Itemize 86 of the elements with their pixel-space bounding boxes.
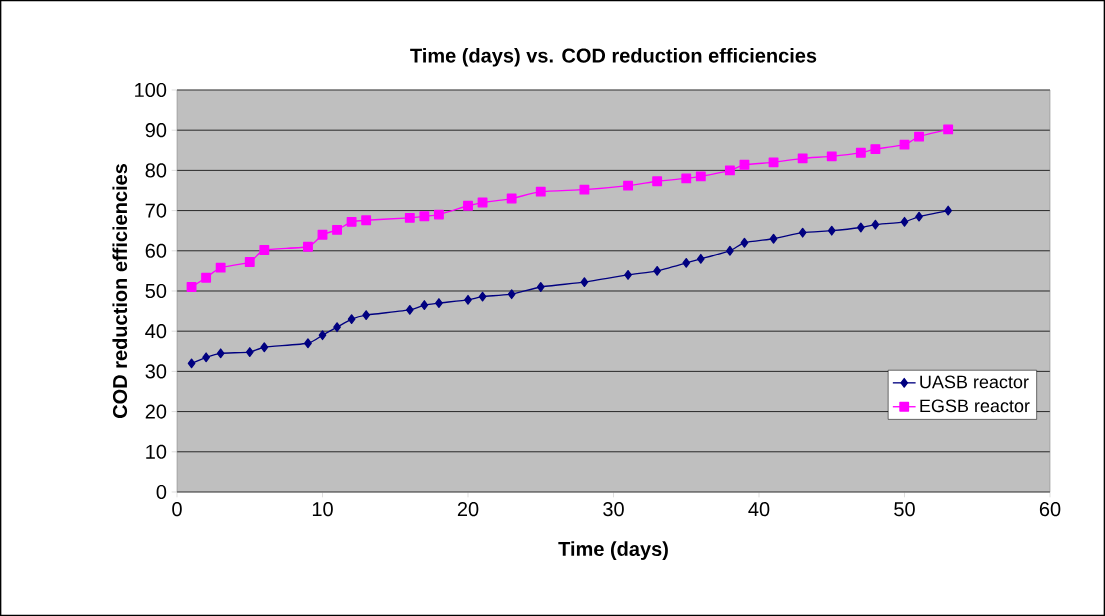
point [769,233,778,244]
point [870,144,881,155]
point [318,330,327,341]
point [404,212,415,223]
point [202,352,210,363]
point [464,294,472,305]
point [333,322,341,333]
x-tick-label: 40 [748,502,770,517]
y-tick-label: 0 [156,484,167,500]
x-tick-label: 30 [603,502,624,517]
x-tick-label: 20 [457,502,479,517]
point [303,241,313,252]
y-tick-label: 30 [145,364,167,379]
point [317,229,328,240]
point [260,342,269,353]
point [245,347,254,358]
point [215,262,226,273]
x-tick-label: 0 [172,502,182,517]
y-tick-label: 70 [145,203,167,218]
point [346,216,357,227]
point [463,200,473,211]
point [739,159,750,170]
chart-title: Time (days) vs. COD reduction efficiencies [410,47,817,67]
point [187,358,196,369]
point [724,165,735,176]
point [915,211,923,222]
point [304,338,312,349]
point [899,139,910,150]
point [201,272,212,283]
point [827,225,836,236]
y-tick-label: 90 [145,123,167,138]
legend-label: UASB reactor [920,375,1029,389]
point [943,124,954,135]
y-axis-title: COD reduction efficiencies [112,164,128,418]
point [652,176,663,187]
point [798,227,807,238]
y-tick-label: 10 [146,444,167,459]
y-tick-label: 50 [145,283,167,299]
x-tick-label: 50 [894,502,915,517]
point [696,253,705,264]
point [405,304,414,315]
legend-label: EGSB reactor [920,399,1030,413]
point [362,310,371,321]
point [332,224,342,235]
y-tick-label: 20 [145,404,167,419]
point [826,151,837,162]
point [186,282,197,292]
x-tick-label: 10 [312,502,333,517]
point [579,184,590,195]
point [653,265,662,276]
x-tick-label: 60 [1039,502,1061,517]
point [944,205,953,216]
point [681,173,692,184]
point [259,245,270,255]
y-tick-label: 60 [145,243,167,258]
point [347,314,356,325]
point [361,215,372,226]
point [535,186,546,197]
point [433,209,444,220]
point [244,257,255,267]
point [740,237,749,248]
point [623,180,633,191]
point [536,282,545,292]
point [768,157,779,168]
y-tick-label: 80 [145,163,167,178]
point [856,222,865,233]
point [507,289,516,300]
point [435,298,443,308]
point [419,211,430,222]
point [216,348,225,359]
point [695,171,706,182]
y-tick-label: 40 [145,324,167,339]
point [797,153,808,164]
point [580,277,589,288]
point [420,300,429,310]
point [624,269,632,280]
point [478,291,487,302]
x-axis-title: Time (days) [558,541,668,560]
point [726,245,734,256]
point [871,219,880,230]
point [855,147,866,158]
point [900,216,909,227]
point [914,131,924,142]
point [506,193,517,204]
point [682,257,691,268]
y-tick-label: 100 [135,82,167,98]
